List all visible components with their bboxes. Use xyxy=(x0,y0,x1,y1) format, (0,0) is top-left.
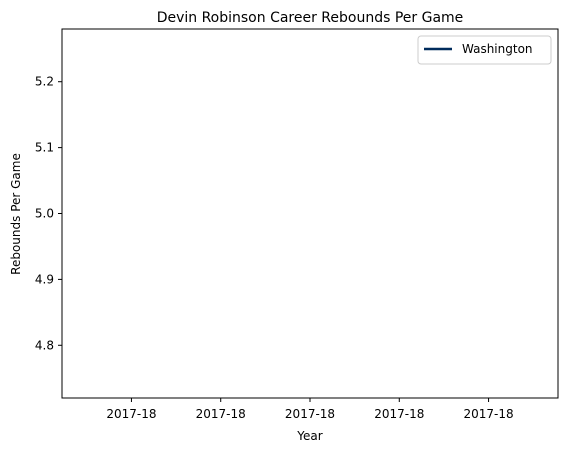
y-tick-label: 5.2 xyxy=(35,75,54,89)
y-tick-label: 5.1 xyxy=(35,141,54,155)
y-tick-label: 4.8 xyxy=(35,338,54,352)
y-axis-label: Rebounds Per Game xyxy=(9,153,23,275)
x-tick-label: 2017-18 xyxy=(106,407,156,421)
y-tick-label: 4.9 xyxy=(35,272,54,286)
legend: Washington xyxy=(417,35,552,65)
plot-area xyxy=(61,28,559,399)
chart-title: Devin Robinson Career Rebounds Per Game xyxy=(157,10,464,26)
x-tick-label: 2017-18 xyxy=(196,407,246,421)
x-tick-label: 2017-18 xyxy=(463,407,513,421)
y-axis-ticks: 4.8 4.9 5.0 5.1 5.2 xyxy=(35,75,62,352)
legend-box xyxy=(417,35,552,65)
legend-label-washington: Washington xyxy=(462,42,533,56)
x-tick-label: 2017-18 xyxy=(374,407,424,421)
y-tick-label: 5.0 xyxy=(35,207,54,221)
x-axis-ticks: 2017-18 2017-18 2017-18 2017-18 2017-18 xyxy=(106,398,514,421)
plot-frame xyxy=(61,28,559,399)
x-tick-label: 2017-18 xyxy=(285,407,335,421)
x-axis-label: Year xyxy=(296,429,322,443)
